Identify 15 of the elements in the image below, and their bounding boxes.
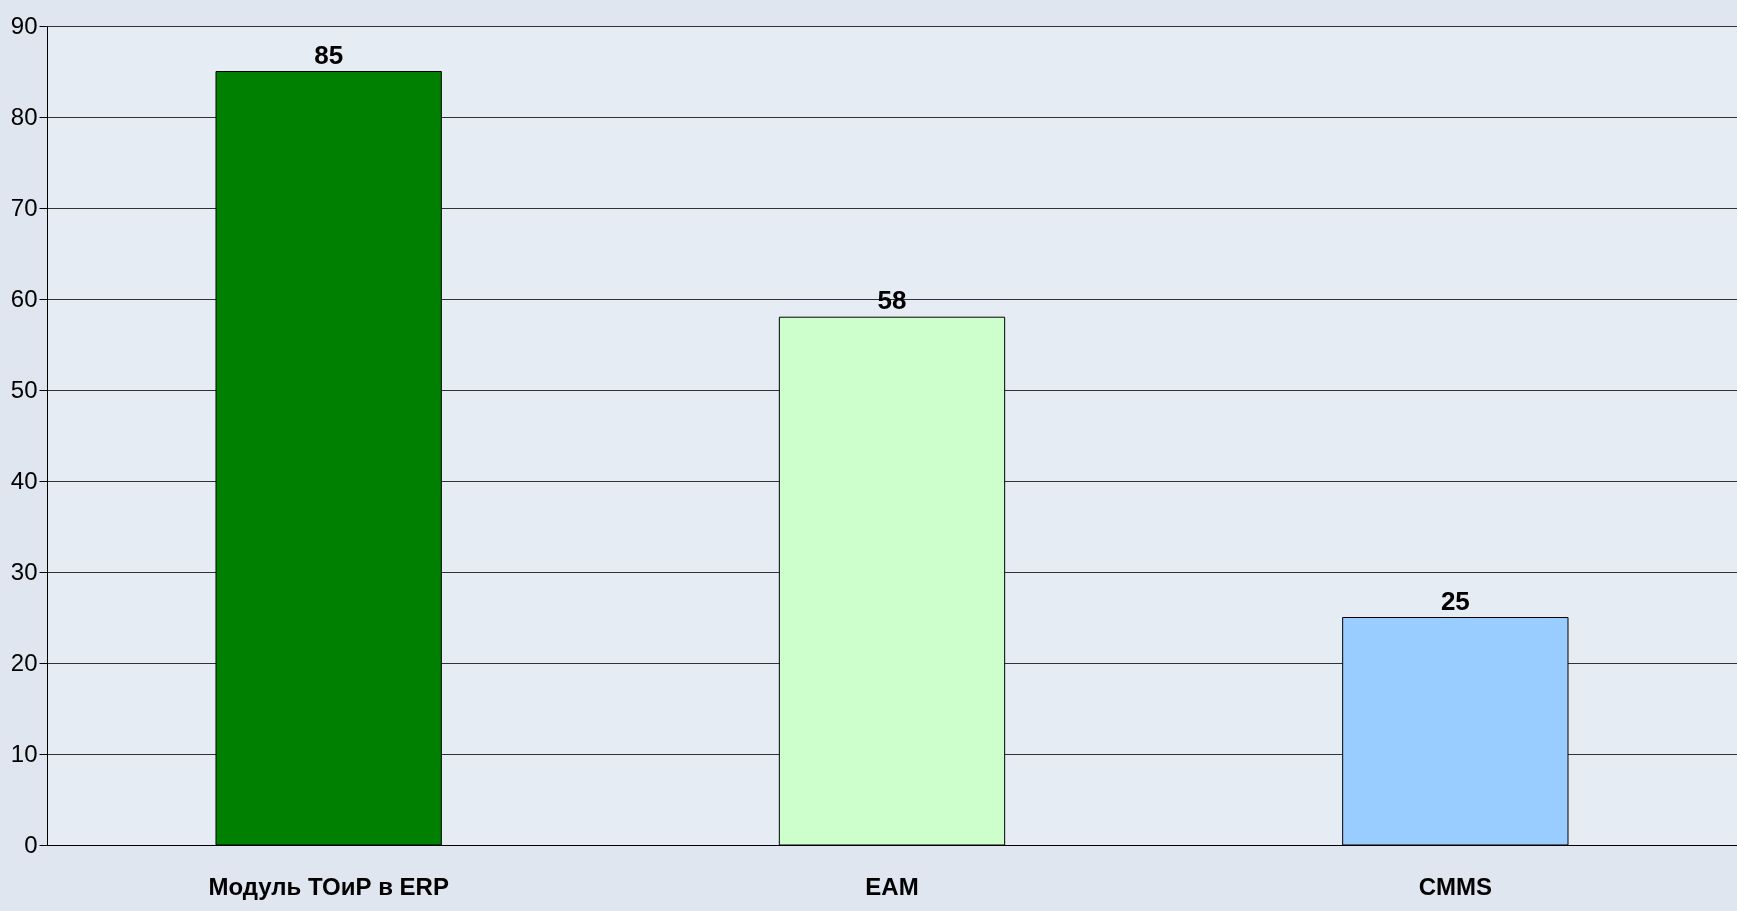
y-tick-label: 40: [10, 466, 38, 494]
x-tick-label: CMMS: [1418, 872, 1492, 900]
x-tick-label: EAM: [865, 872, 919, 900]
y-tick-label: 10: [10, 739, 38, 767]
y-tick-label: 90: [10, 11, 38, 39]
y-tick-label: 50: [10, 375, 38, 403]
y-tick-label: 80: [10, 102, 38, 130]
y-tick-label: 60: [10, 284, 38, 312]
y-tick-label: 20: [10, 648, 38, 676]
x-tick-label: Модуль ТОиР в ERP: [208, 872, 449, 900]
y-tick-label: 70: [10, 193, 38, 221]
y-tick-label: 0: [24, 830, 38, 858]
data-label: 25: [1440, 585, 1470, 616]
data-label: 85: [314, 39, 344, 70]
y-tick-label: 30: [10, 557, 38, 585]
